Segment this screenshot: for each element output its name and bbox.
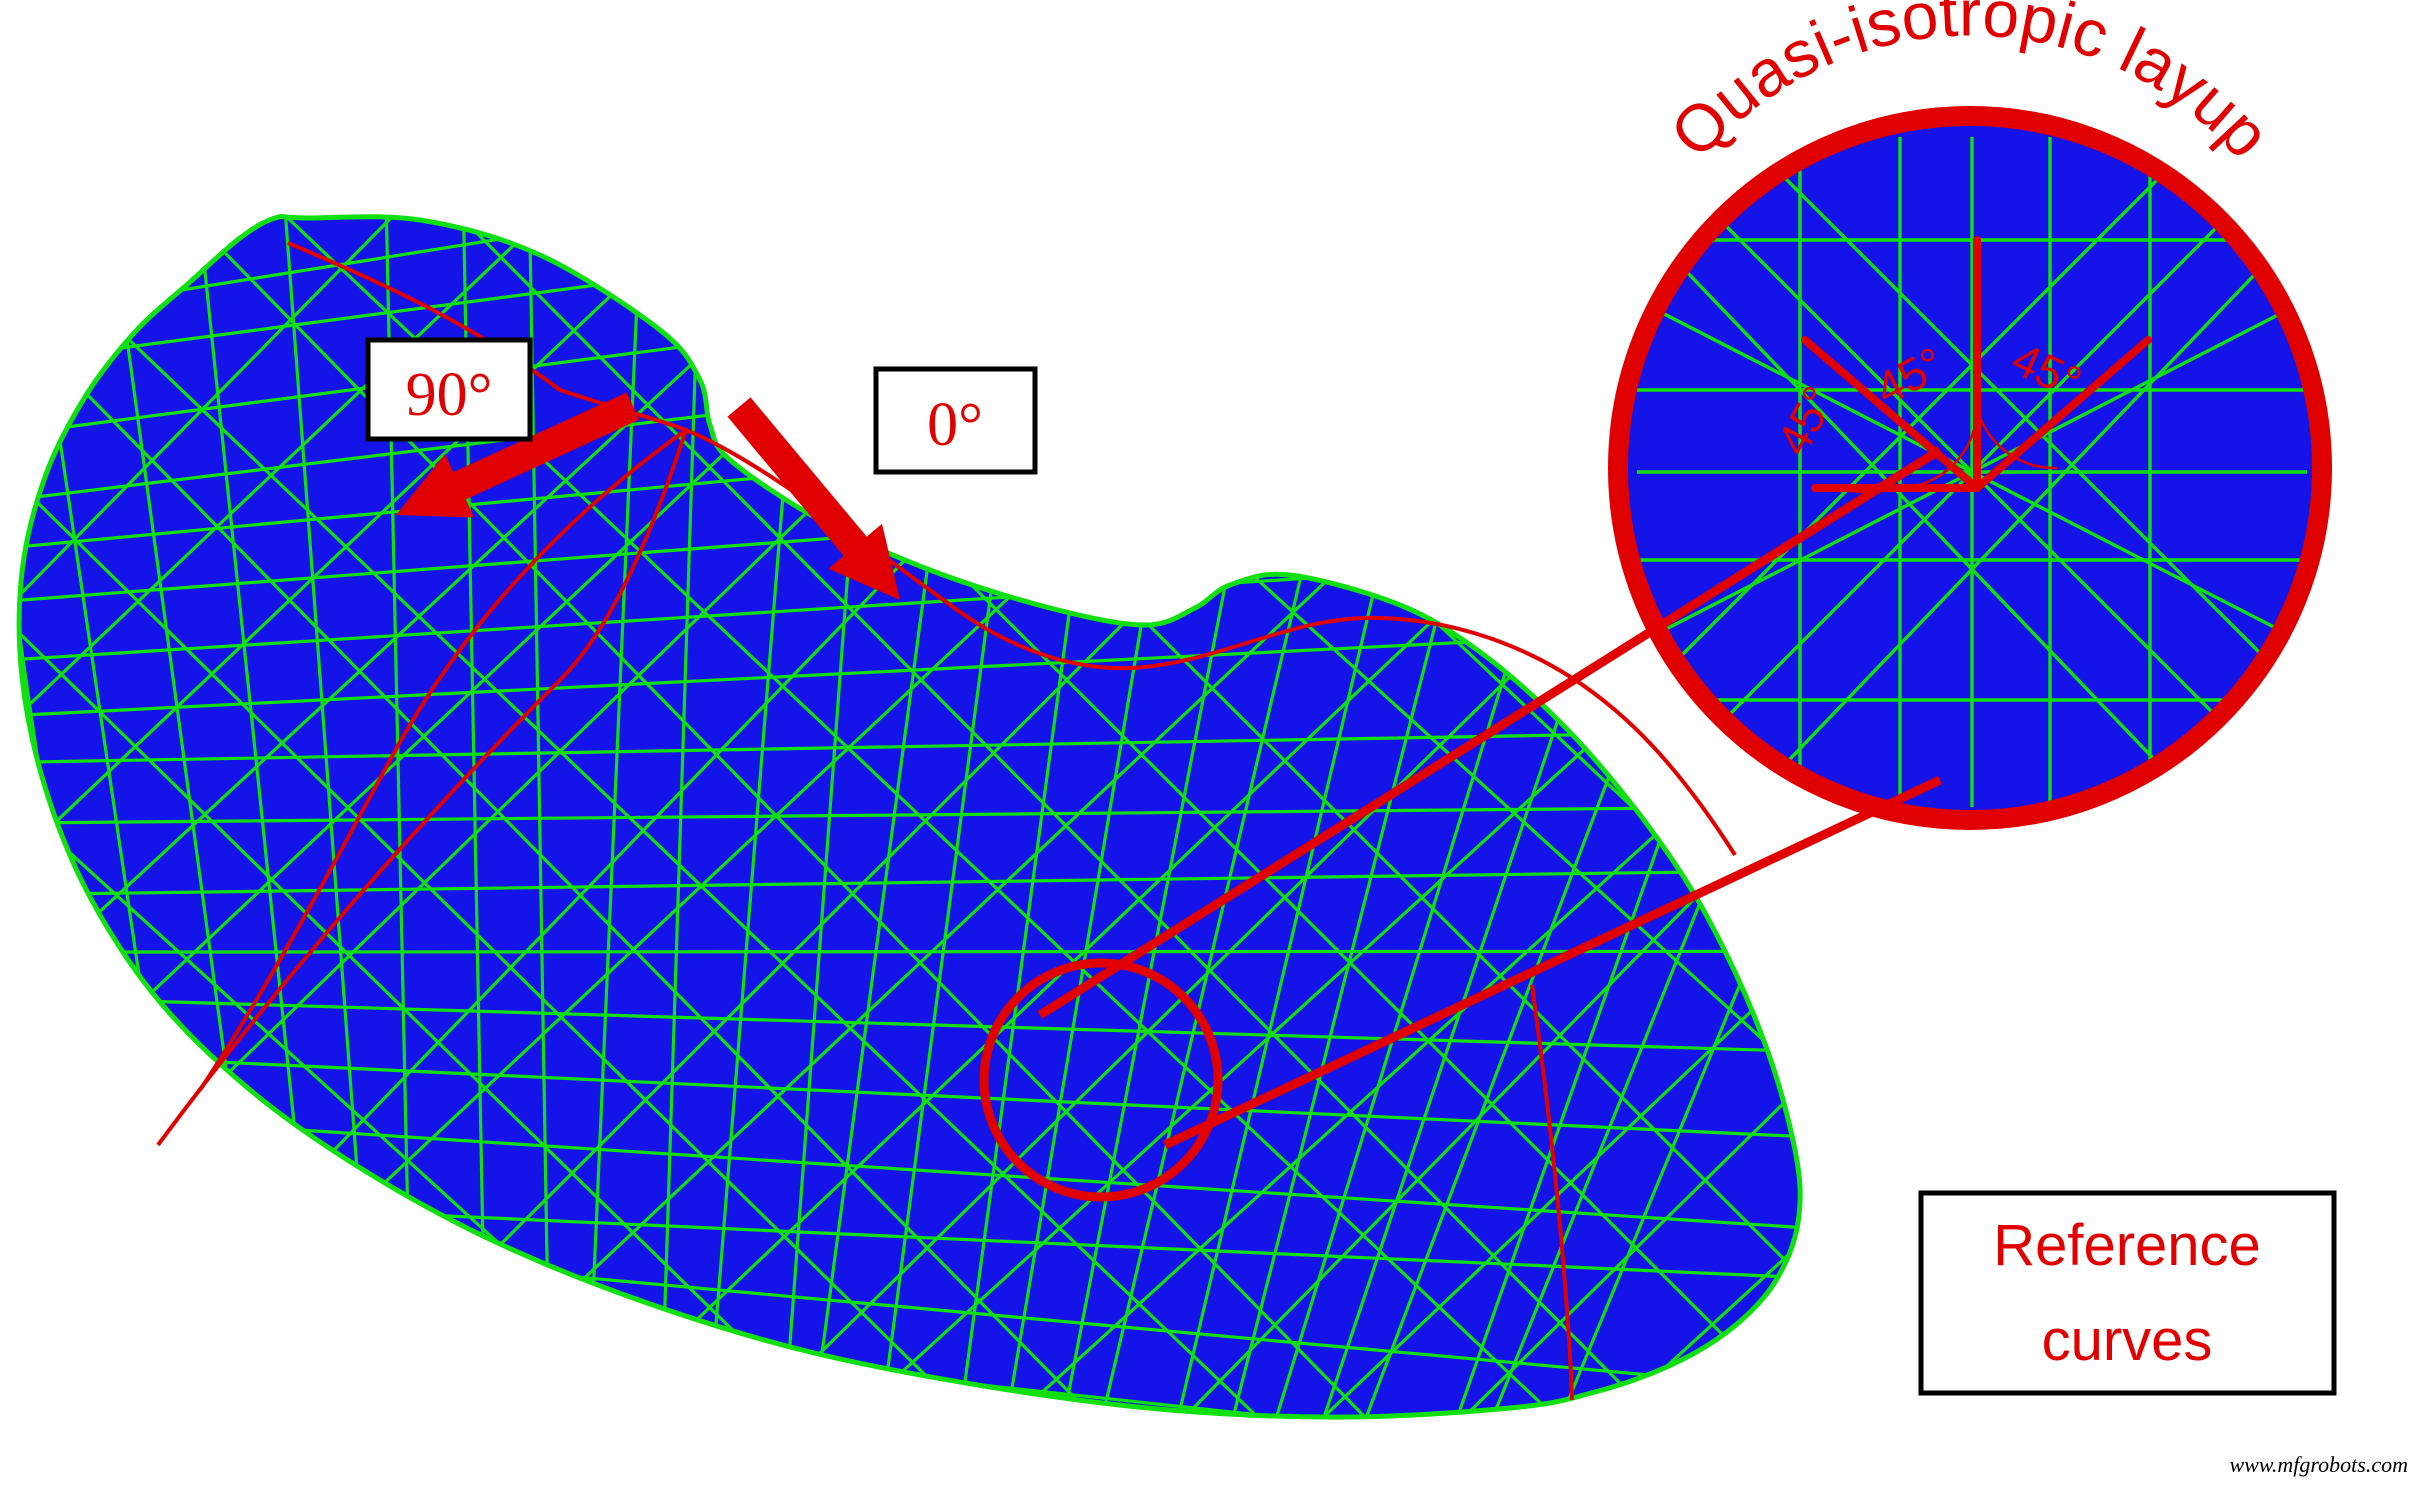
svg-text:0°: 0° — [927, 391, 983, 459]
svg-text:www.mfgrobots.com: www.mfgrobots.com — [2230, 1452, 2408, 1477]
svg-text:Reference: Reference — [1993, 1213, 2261, 1278]
svg-text:90°: 90° — [406, 361, 493, 429]
svg-text:curves: curves — [2042, 1308, 2213, 1373]
